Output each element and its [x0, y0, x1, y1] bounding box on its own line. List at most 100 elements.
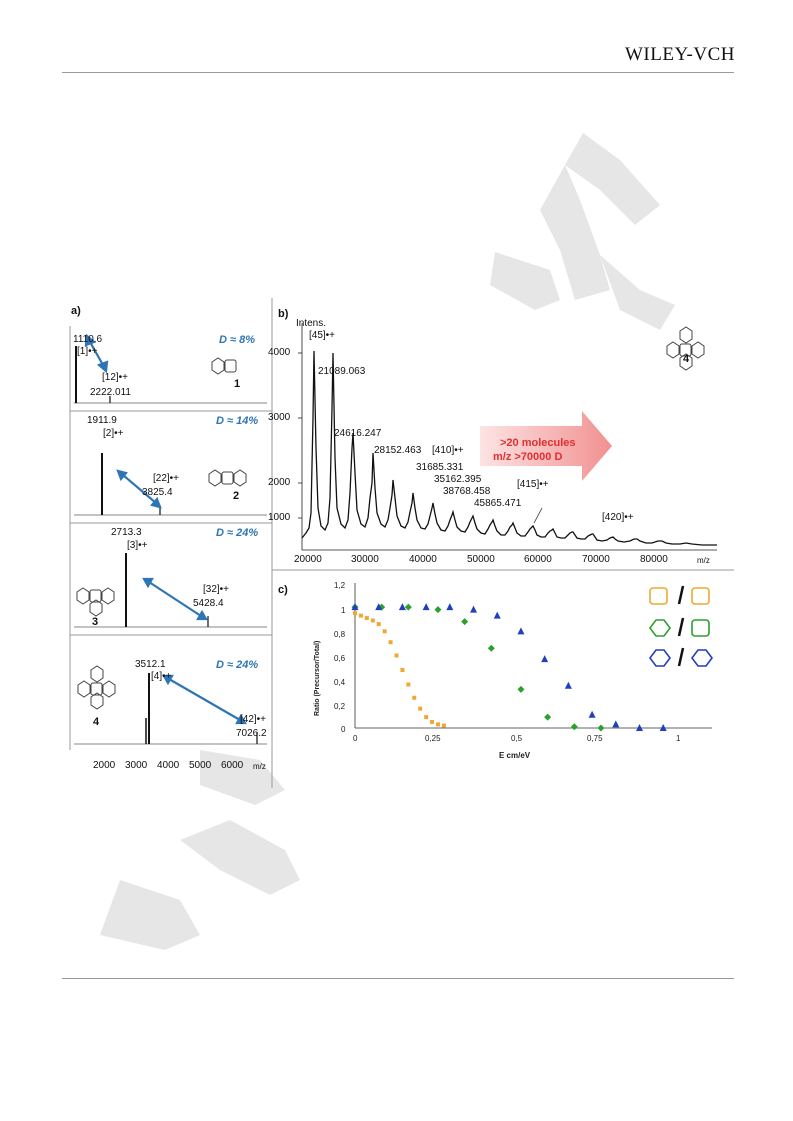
- data-point: [353, 611, 357, 616]
- data-point: [544, 713, 552, 721]
- footer-rule: [62, 978, 734, 979]
- y-tick: 1: [341, 606, 346, 615]
- data-point: [597, 724, 605, 732]
- x-tick: 6000: [221, 760, 244, 771]
- publisher-logo: WILEY-VCH: [624, 44, 735, 65]
- data-point: [398, 603, 406, 611]
- data-point: [412, 695, 417, 700]
- peak-label: 3512.1: [135, 659, 166, 670]
- data-point: [461, 618, 469, 626]
- panel-a-spectra: [74, 346, 267, 745]
- peak-label: 3825.4: [142, 487, 173, 498]
- data-point: [659, 724, 667, 731]
- panel-a-label: a): [71, 305, 81, 317]
- ion-label: [1]•+: [77, 346, 98, 357]
- x-tick: 20000: [294, 554, 322, 565]
- compound-number: 4: [93, 716, 100, 728]
- data-point: [517, 627, 525, 635]
- ion-label: [4]•+: [151, 671, 172, 682]
- x-tick: 0,5: [511, 734, 523, 743]
- arrow-text: >20 molecules: [500, 437, 576, 449]
- data-point: [424, 715, 429, 720]
- y-tick: 4000: [268, 347, 291, 358]
- arrow-text: m/z >70000 D: [493, 451, 563, 463]
- d-ratio-label: D ≈ 24%: [216, 659, 259, 671]
- panel-b-spectrum-trace: [301, 350, 717, 546]
- y-axis-title: Intens.: [296, 318, 327, 329]
- ion-label: [45]•+: [309, 330, 336, 341]
- data-point: [541, 655, 549, 663]
- y-tick: 0,8: [334, 630, 346, 639]
- ion-label: [2]•+: [103, 428, 124, 439]
- peak-label: 24616.247: [334, 428, 382, 439]
- x-axis-unit: m/z: [697, 556, 710, 565]
- data-point: [404, 603, 412, 611]
- y-tick: 0,2: [334, 702, 346, 711]
- figure: [69, 298, 734, 788]
- data-point: [612, 720, 620, 728]
- peak-label: 21089.063: [318, 366, 366, 377]
- x-tick: 1: [676, 734, 681, 743]
- data-point: [406, 682, 411, 687]
- x-tick: 80000: [640, 554, 668, 565]
- peak-label: 2222.011: [90, 387, 131, 398]
- panel-b-leader-line: [533, 507, 543, 524]
- x-tick: 4000: [157, 760, 180, 771]
- ion-label: [420]•+: [602, 512, 634, 523]
- x-tick: 40000: [409, 554, 437, 565]
- ion-label: [22]•+: [153, 473, 180, 484]
- data-point: [394, 653, 399, 658]
- data-point: [441, 723, 446, 728]
- data-point: [430, 719, 435, 724]
- data-point: [493, 611, 501, 619]
- peak-label: 28152.463: [374, 445, 422, 456]
- panel-c-legend: [649, 585, 713, 667]
- data-point: [570, 723, 578, 731]
- compound-number: 1: [234, 378, 241, 390]
- ion-label: [410]•+: [432, 445, 464, 456]
- data-point: [388, 640, 393, 645]
- peak-label: 31685.331: [416, 462, 464, 473]
- x-tick: 0: [353, 734, 358, 743]
- x-tick: 0,75: [587, 734, 603, 743]
- x-axis-title: E cm/eV: [499, 751, 531, 760]
- header-rule: [62, 72, 734, 73]
- data-point: [358, 613, 363, 618]
- ion-label: [3]•+: [127, 540, 148, 551]
- ion-label: [415]•+: [517, 479, 549, 490]
- data-point: [446, 603, 454, 611]
- y-tick: 0: [341, 725, 346, 734]
- x-tick: 50000: [467, 554, 495, 565]
- data-point: [422, 603, 430, 611]
- x-axis-unit: m/z: [253, 762, 266, 771]
- x-tick: 2000: [93, 760, 116, 771]
- x-tick: 5000: [189, 760, 212, 771]
- data-point: [351, 603, 359, 611]
- d-ratio-label: D ≈ 24%: [216, 527, 259, 539]
- panel-c-data-points: [351, 603, 667, 732]
- data-point: [588, 710, 596, 718]
- peak-label: 1110.6: [73, 334, 103, 345]
- ion-label: [42]•+: [240, 714, 267, 725]
- panel-c-label: c): [278, 584, 288, 596]
- panel-a-arrows: [84, 333, 247, 725]
- y-tick: 0,4: [334, 678, 346, 687]
- peak-label: 1911.9: [87, 415, 117, 426]
- panel-b-big-arrow: [480, 411, 612, 481]
- data-point: [364, 616, 369, 621]
- panel-a-molecule-sketches: [76, 357, 247, 710]
- peak-label: 38768.458: [443, 486, 491, 497]
- ion-label: [12]•+: [102, 372, 129, 383]
- d-ratio-label: D ≈ 14%: [216, 415, 259, 427]
- x-tick: 30000: [351, 554, 379, 565]
- panel-b-molecule-sketch: [666, 326, 705, 371]
- y-tick: 1000: [268, 512, 291, 523]
- data-point: [434, 606, 442, 614]
- x-tick: 3000: [125, 760, 148, 771]
- x-tick: 70000: [582, 554, 610, 565]
- panel-b-label: b): [278, 308, 289, 320]
- data-point: [487, 644, 495, 652]
- data-point: [400, 668, 405, 672]
- x-tick: 60000: [524, 554, 552, 565]
- data-point: [382, 629, 387, 634]
